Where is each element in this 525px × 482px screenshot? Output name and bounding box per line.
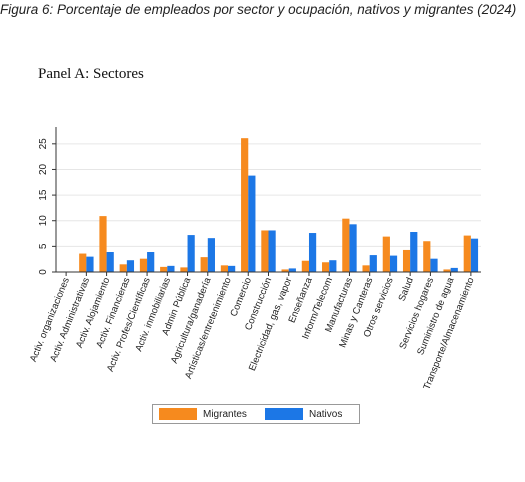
bar-migrantes-19 — [443, 269, 451, 272]
bar-nativos-13 — [329, 260, 337, 272]
y-tick-label: 10 — [38, 215, 49, 227]
bar-nativos-2 — [106, 252, 114, 272]
legend-swatch-nativos — [265, 408, 303, 420]
bar-nativos-6 — [187, 235, 195, 272]
bar-nativos-4 — [147, 252, 155, 272]
bar-migrantes-14 — [342, 218, 350, 272]
y-tick-label: 15 — [38, 189, 49, 201]
bar-migrantes-15 — [362, 265, 370, 272]
bar-migrantes-7 — [200, 257, 208, 272]
bar-migrantes-13 — [322, 262, 330, 272]
bar-migrantes-3 — [119, 264, 127, 272]
bar-nativos-19 — [450, 267, 458, 272]
category-label: Salud — [397, 276, 416, 303]
bar-nativos-8 — [228, 265, 236, 272]
bar-nativos-16 — [389, 255, 398, 272]
y-tick-label: 25 — [38, 138, 49, 150]
legend-label-nativos: Nativos — [309, 408, 343, 420]
bar-nativos-7 — [207, 238, 215, 272]
bar-migrantes-17 — [402, 249, 411, 272]
legend-label-migrantes: Migrantes — [203, 408, 247, 420]
bar-migrantes-18 — [423, 241, 431, 272]
bar-nativos-3 — [126, 260, 135, 272]
bar-migrantes-9 — [241, 138, 249, 272]
bar-migrantes-5 — [160, 266, 168, 272]
bar-migrantes-4 — [139, 258, 148, 272]
y-tick-label: 20 — [38, 163, 49, 175]
bar-migrantes-8 — [220, 265, 229, 272]
axes: 0 5 10 15 20 25 — [38, 127, 481, 276]
bar-nativos-9 — [248, 175, 256, 272]
bar-nativos-10 — [268, 230, 276, 272]
y-tick-label: 5 — [38, 243, 49, 249]
bar-migrantes-11 — [281, 269, 289, 272]
legend: Migrantes Nativos — [152, 404, 360, 424]
bars — [79, 138, 479, 272]
bar-migrantes-10 — [261, 230, 269, 272]
bar-nativos-12 — [308, 233, 317, 272]
bar-migrantes-16 — [382, 236, 390, 272]
bar-migrantes-20 — [463, 235, 471, 272]
bar-migrantes-2 — [99, 216, 107, 272]
bar-nativos-5 — [167, 265, 175, 272]
legend-item-nativos: Nativos — [265, 408, 342, 420]
bar-nativos-17 — [410, 232, 418, 272]
bar-nativos-20 — [470, 238, 479, 272]
y-tick-label: 0 — [38, 269, 49, 275]
bar-migrantes-1 — [79, 253, 87, 272]
bar-migrantes-6 — [180, 267, 188, 272]
bar-migrantes-12 — [301, 260, 309, 272]
bar-nativos-1 — [86, 256, 94, 272]
figure-title: Figura 6: Porcentaje de empleados por se… — [0, 2, 517, 17]
bar-nativos-14 — [349, 224, 357, 272]
bar-nativos-11 — [288, 268, 296, 272]
panel-title: Panel A: Sectores — [38, 66, 144, 82]
legend-item-migrantes: Migrantes — [159, 408, 247, 420]
bar-nativos-18 — [430, 258, 438, 272]
bar-nativos-15 — [369, 255, 377, 272]
legend-swatch-migrantes — [159, 408, 197, 420]
